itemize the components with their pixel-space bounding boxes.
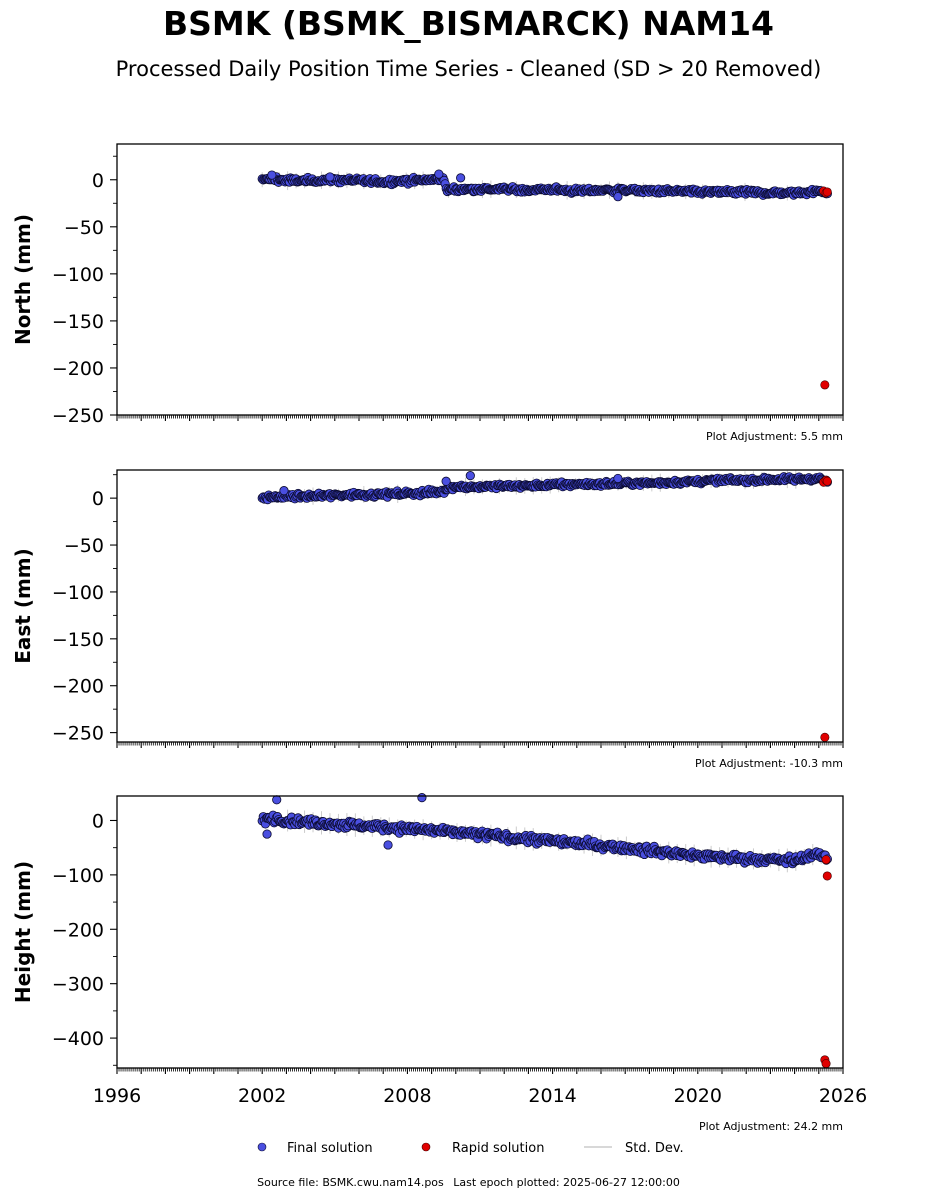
east-y-tick-label: −100 — [52, 582, 104, 604]
north-y-tick-label: 0 — [92, 170, 104, 192]
height-y-tick-label: −400 — [52, 1028, 104, 1050]
north-plot-adjustment: Plot Adjustment: 5.5 mm — [706, 430, 843, 443]
north-final-outlier-point — [267, 170, 277, 180]
height-y-tick-label: −300 — [52, 974, 104, 996]
north-final-outlier-point — [456, 173, 466, 183]
north-y-axis-label: North (mm) — [11, 214, 35, 345]
x-tick-label: 2020 — [674, 1085, 722, 1107]
north-y-tick-label: −200 — [52, 358, 104, 380]
source-file-text: Source file: BSMK.cwu.nam14.pos — [257, 1176, 444, 1189]
north-y-tick-label: −100 — [52, 264, 104, 286]
north-final-outlier-point — [325, 172, 335, 182]
east-plot-adjustment: Plot Adjustment: -10.3 mm — [695, 757, 843, 770]
x-tick-label: 2008 — [383, 1085, 431, 1107]
north-y-tick-label: −50 — [64, 217, 104, 239]
height-y-tick-label: −200 — [52, 919, 104, 941]
east-y-tick-label: −250 — [52, 723, 104, 745]
x-tick-label: 2002 — [238, 1085, 286, 1107]
north-rapid-point — [820, 380, 830, 390]
legend-rapid-label: Rapid solution — [452, 1141, 544, 1156]
north-final-outlier-point — [613, 192, 623, 202]
east-final-outlier-point — [465, 471, 475, 481]
height-rapid-point — [822, 871, 832, 881]
east-final-outlier-point — [441, 476, 451, 486]
x-tick-label: 2026 — [819, 1085, 867, 1107]
east-y-tick-label: −200 — [52, 676, 104, 698]
x-tick-label: 1996 — [93, 1085, 141, 1107]
east-y-tick-label: −150 — [52, 629, 104, 651]
east-y-tick-label: −50 — [64, 535, 104, 557]
north-y-tick-label: −250 — [52, 405, 104, 427]
height-y-tick-label: 0 — [92, 810, 104, 832]
footer: Source file: BSMK.cwu.nam14.pos Last epo… — [0, 1176, 937, 1189]
height-final-outlier-point — [417, 793, 427, 803]
east-y-axis-label: East (mm) — [11, 548, 35, 664]
chart-title: BSMK (BSMK_BISMARCK) NAM14 — [163, 4, 774, 43]
north-rapid-point — [822, 187, 832, 197]
height-rapid-point — [821, 1059, 831, 1069]
east-plot-frame — [116, 469, 844, 743]
legend-final-marker — [257, 1142, 267, 1152]
north-y-tick-label: −150 — [52, 311, 104, 333]
legend-rapid-marker — [421, 1142, 431, 1152]
east-y-tick-label: 0 — [92, 488, 104, 510]
east-rapid-point — [820, 732, 830, 742]
height-final-outlier-point — [262, 829, 272, 839]
legend-std-label: Std. Dev. — [625, 1141, 684, 1156]
height-final-outlier-point — [383, 840, 393, 850]
height-final-outlier-point — [272, 795, 282, 805]
legend-final-label: Final solution — [287, 1141, 373, 1156]
east-final-outlier-point — [613, 473, 623, 484]
east-final-outlier-point — [279, 486, 289, 496]
chart-subtitle: Processed Daily Position Time Series - C… — [115, 57, 822, 81]
last-epoch-text: Last epoch plotted: 2025-06-27 12:00:00 — [453, 1176, 680, 1189]
north-final-outlier-point — [434, 169, 444, 179]
height-rapid-point — [821, 855, 831, 865]
height-y-axis-label: Height (mm) — [11, 861, 35, 1003]
height-plot-adjustment: Plot Adjustment: 24.2 mm — [699, 1120, 843, 1133]
x-tick-label: 2014 — [528, 1085, 576, 1107]
east-rapid-point — [822, 476, 832, 486]
height-y-tick-label: −100 — [52, 865, 104, 887]
